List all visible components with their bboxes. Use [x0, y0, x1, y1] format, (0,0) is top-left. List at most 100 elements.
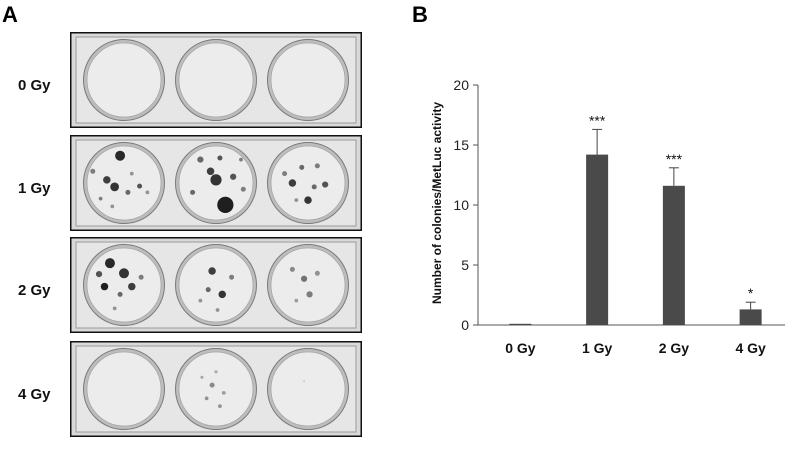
colony — [217, 196, 234, 213]
plate-label: 0 Gy — [18, 77, 51, 94]
colony — [218, 404, 222, 409]
colony — [294, 298, 299, 303]
well-plate — [70, 32, 362, 128]
colony — [303, 380, 306, 383]
colony — [125, 189, 131, 195]
colony — [299, 164, 305, 170]
bar — [509, 323, 532, 325]
plate-label: 4 Gy — [18, 386, 51, 403]
significance-marker: *** — [589, 112, 606, 128]
well-plate — [70, 237, 362, 333]
colony — [306, 291, 313, 298]
colony — [204, 396, 209, 401]
colony — [190, 189, 196, 195]
colony — [117, 291, 123, 297]
well — [175, 348, 257, 430]
colony — [322, 181, 329, 188]
well-medium — [86, 247, 162, 323]
colony — [221, 391, 226, 395]
colony — [115, 150, 126, 161]
colony — [229, 274, 235, 280]
colony — [215, 308, 220, 312]
well — [267, 244, 349, 326]
well — [267, 142, 349, 224]
significance-marker: * — [748, 285, 754, 301]
well — [175, 142, 257, 224]
colony — [200, 375, 204, 379]
colony — [205, 287, 211, 293]
well-medium — [270, 351, 346, 427]
colony — [300, 275, 308, 282]
colony — [197, 156, 204, 163]
colony — [282, 171, 288, 177]
well — [267, 348, 349, 430]
colony — [289, 266, 295, 272]
panel-a-letter: A — [2, 2, 18, 27]
x-tick-label: 4 Gy — [735, 340, 766, 356]
colony — [240, 186, 246, 192]
colony — [100, 282, 109, 291]
well — [83, 348, 165, 430]
colony — [104, 258, 115, 269]
well — [83, 244, 165, 326]
well-medium — [86, 351, 162, 427]
y-tick-label: 0 — [461, 317, 469, 333]
well-medium — [270, 145, 346, 221]
colony — [138, 274, 144, 280]
well-medium — [178, 247, 254, 323]
colony — [311, 184, 317, 190]
colony — [98, 196, 103, 201]
x-tick-label: 2 Gy — [659, 340, 690, 356]
colony — [218, 290, 226, 299]
colony — [239, 157, 243, 162]
colony — [214, 370, 218, 374]
colony — [137, 183, 143, 189]
y-axis-label: Number of colonies/MetLuc activity — [430, 102, 444, 304]
well-medium — [86, 145, 162, 221]
bar — [739, 309, 762, 325]
colony — [208, 267, 216, 275]
bar-chart: 0 5 10 15 20 Number of colonies/MetLuc activi… — [430, 77, 785, 356]
bar — [586, 154, 609, 325]
plate-label: 1 Gy — [18, 180, 51, 197]
colony — [209, 382, 215, 388]
colony — [145, 190, 150, 195]
x-tick-label: 0 Gy — [505, 340, 536, 356]
colony — [314, 163, 320, 169]
colony — [206, 167, 215, 176]
well-plate — [70, 341, 362, 437]
well — [175, 244, 257, 326]
x-tick-label: 1 Gy — [582, 340, 613, 356]
colony — [294, 198, 299, 203]
well — [83, 39, 165, 121]
colony — [217, 155, 223, 161]
well-medium — [178, 42, 254, 118]
colony — [198, 298, 203, 303]
y-tick-label: 15 — [453, 137, 469, 153]
colony — [112, 306, 117, 311]
y-tick-label: 10 — [453, 197, 469, 213]
colony — [110, 204, 115, 209]
colony — [288, 179, 297, 187]
bar — [662, 185, 685, 325]
colony — [119, 268, 129, 279]
colony — [129, 171, 134, 176]
colony — [90, 168, 96, 174]
colony — [304, 196, 312, 204]
well — [175, 39, 257, 121]
well — [267, 39, 349, 121]
plate-label: 2 Gy — [18, 282, 51, 299]
well-medium — [86, 42, 162, 118]
significance-marker: *** — [666, 151, 683, 167]
y-tick-label: 20 — [453, 77, 469, 93]
colony — [210, 174, 222, 186]
colony — [110, 182, 120, 192]
well — [83, 142, 165, 224]
well-medium — [178, 351, 254, 427]
panel-b-letter: B — [412, 2, 428, 27]
well-medium — [270, 247, 346, 323]
colony — [103, 176, 111, 184]
well-plate — [70, 135, 362, 231]
colony — [95, 270, 103, 278]
colony — [314, 270, 320, 276]
